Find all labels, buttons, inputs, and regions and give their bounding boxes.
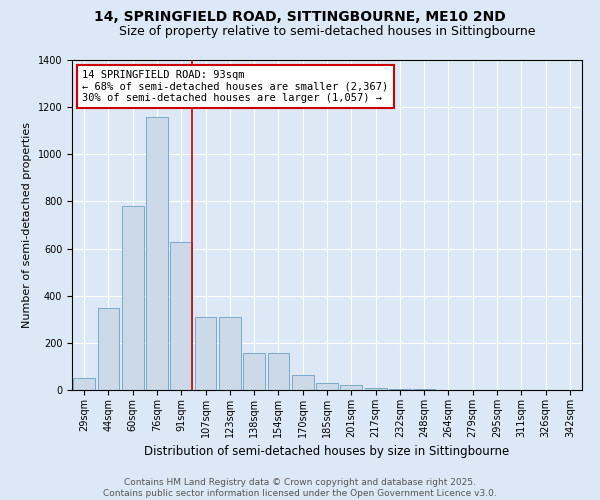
Bar: [243, 354, 265, 390]
Text: Contains HM Land Registry data © Crown copyright and database right 2025.
Contai: Contains HM Land Registry data © Crown c…: [103, 478, 497, 498]
Bar: [194, 317, 217, 390]
Text: 14 SPRINGFIELD ROAD: 93sqm
← 68% of semi-detached houses are smaller (2,367)
30%: 14 SPRINGFIELD ROAD: 93sqm ← 68% of semi…: [82, 70, 388, 103]
Text: 14, SPRINGFIELD ROAD, SITTINGBOURNE, ME10 2ND: 14, SPRINGFIELD ROAD, SITTINGBOURNE, ME1…: [94, 10, 506, 24]
Bar: [97, 308, 119, 390]
Bar: [316, 383, 338, 390]
X-axis label: Distribution of semi-detached houses by size in Sittingbourne: Distribution of semi-detached houses by …: [145, 446, 509, 458]
Bar: [73, 378, 95, 390]
Bar: [389, 389, 411, 390]
Y-axis label: Number of semi-detached properties: Number of semi-detached properties: [22, 122, 32, 328]
Bar: [413, 389, 435, 390]
Bar: [219, 317, 241, 390]
Bar: [292, 374, 314, 390]
Bar: [340, 386, 362, 390]
Bar: [268, 354, 289, 390]
Bar: [122, 206, 143, 390]
Title: Size of property relative to semi-detached houses in Sittingbourne: Size of property relative to semi-detach…: [119, 25, 535, 38]
Bar: [170, 242, 192, 390]
Bar: [146, 116, 168, 390]
Bar: [365, 388, 386, 390]
